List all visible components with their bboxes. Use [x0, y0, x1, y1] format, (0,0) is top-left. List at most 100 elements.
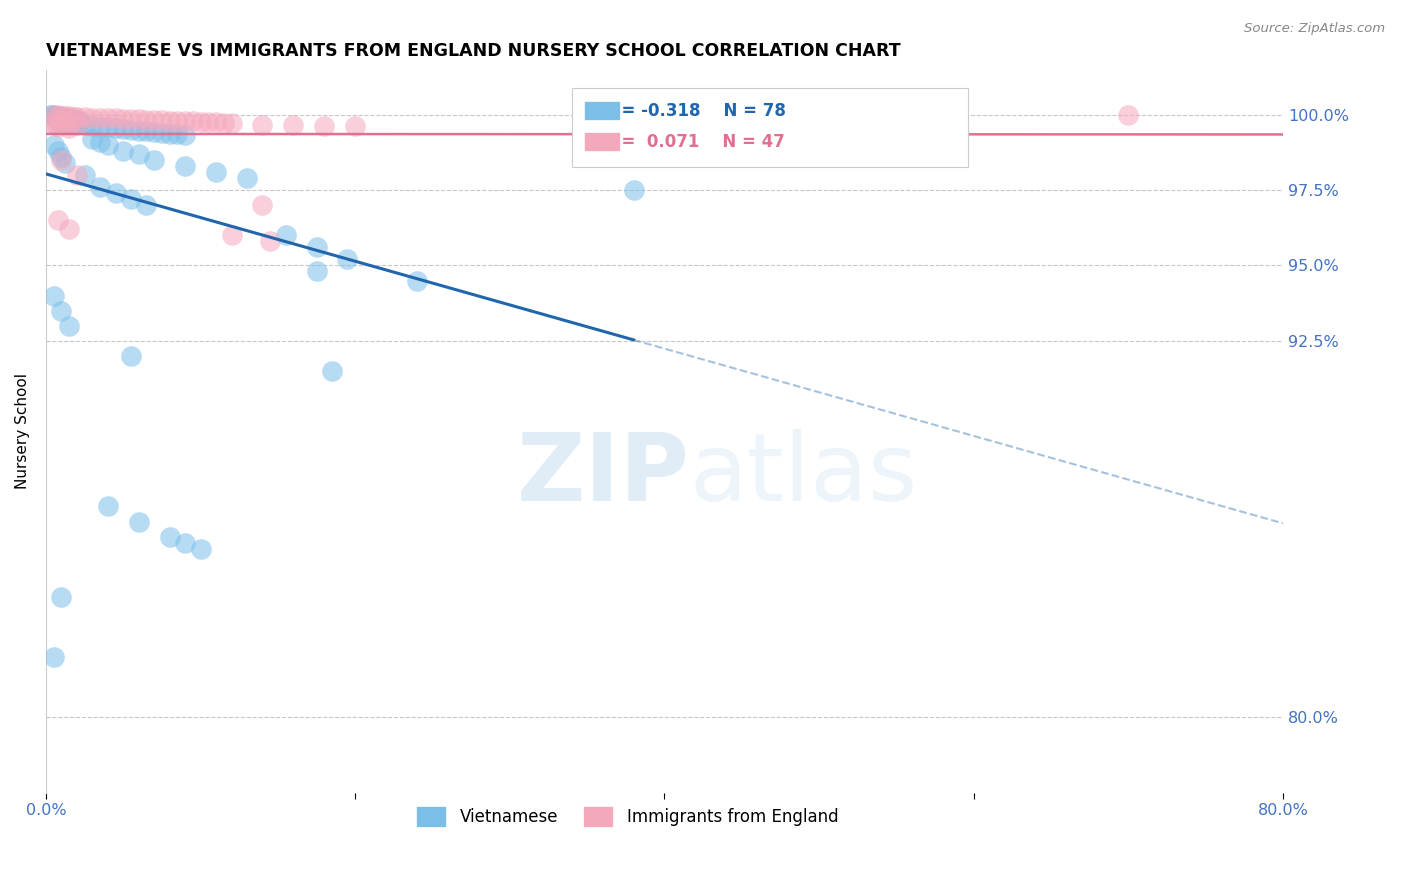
Point [89, 180, 111, 194]
Point [344, 119, 367, 133]
Point [305, 264, 328, 278]
Point [236, 171, 259, 186]
Point [67, 113, 90, 128]
Point [82, 120, 104, 134]
Point [104, 112, 127, 126]
Point [42, 138, 65, 153]
Point [49, 117, 72, 131]
Point [197, 115, 219, 129]
Text: Source: ZipAtlas.com: Source: ZipAtlas.com [1244, 22, 1385, 36]
Point [314, 119, 336, 133]
Point [66, 168, 89, 182]
Point [274, 228, 297, 243]
Point [212, 116, 235, 130]
Point [159, 530, 181, 544]
Point [45, 109, 67, 123]
Point [97, 500, 120, 514]
Point [42, 650, 65, 665]
Point [58, 109, 80, 123]
Point [120, 349, 142, 363]
Point [53, 156, 76, 170]
Point [221, 116, 243, 130]
Point [46, 213, 69, 227]
Point [55, 111, 77, 125]
Point [190, 541, 212, 556]
Point [58, 121, 80, 136]
Point [623, 183, 645, 197]
FancyBboxPatch shape [583, 132, 620, 151]
FancyBboxPatch shape [572, 87, 967, 168]
Point [69, 113, 91, 128]
Point [51, 110, 73, 124]
Point [135, 112, 157, 127]
Point [97, 120, 120, 135]
Point [166, 128, 188, 142]
Text: R = -0.318    N = 78: R = -0.318 N = 78 [603, 102, 786, 120]
Point [66, 113, 89, 128]
Point [1118, 108, 1140, 122]
Point [128, 123, 150, 137]
Point [58, 318, 80, 333]
Point [128, 112, 150, 127]
Point [159, 113, 181, 128]
Y-axis label: Nursery School: Nursery School [15, 373, 30, 489]
Point [112, 144, 135, 158]
Point [259, 235, 281, 249]
Point [58, 112, 80, 126]
Point [46, 144, 69, 158]
Point [46, 120, 69, 134]
Point [42, 109, 65, 123]
Point [42, 288, 65, 302]
Point [42, 108, 65, 122]
Point [58, 116, 80, 130]
Point [66, 118, 89, 132]
Point [58, 118, 80, 132]
Point [59, 112, 82, 126]
Point [252, 198, 274, 212]
Point [49, 110, 72, 124]
Point [39, 116, 62, 130]
FancyBboxPatch shape [583, 101, 620, 120]
Point [51, 109, 73, 123]
Point [66, 118, 89, 132]
Point [174, 535, 197, 549]
Point [58, 222, 80, 236]
Point [174, 128, 197, 143]
Point [283, 119, 305, 133]
Point [321, 364, 343, 378]
Point [120, 123, 142, 137]
Point [44, 109, 66, 123]
Point [336, 252, 359, 267]
Point [128, 147, 150, 161]
Point [44, 117, 66, 131]
Point [97, 138, 120, 153]
Point [51, 303, 73, 318]
Point [65, 112, 87, 127]
Point [41, 108, 63, 122]
Point [128, 515, 150, 529]
Legend: Vietnamese, Immigrants from England: Vietnamese, Immigrants from England [408, 798, 846, 835]
Point [46, 108, 69, 122]
Point [120, 112, 142, 126]
Point [120, 192, 142, 206]
Point [66, 110, 89, 124]
Point [174, 114, 197, 128]
Point [82, 111, 104, 125]
Point [89, 135, 111, 149]
Point [174, 159, 197, 173]
Point [53, 116, 76, 130]
Point [62, 110, 84, 124]
Point [143, 153, 166, 167]
Point [112, 112, 135, 126]
Point [104, 186, 127, 201]
Point [73, 110, 96, 124]
Point [53, 109, 76, 123]
Point [135, 198, 157, 212]
Point [181, 114, 204, 128]
Point [143, 112, 166, 127]
Point [51, 115, 73, 129]
Point [53, 117, 76, 131]
Point [190, 115, 212, 129]
Point [73, 168, 96, 182]
Text: VIETNAMESE VS IMMIGRANTS FROM ENGLAND NURSERY SCHOOL CORRELATION CHART: VIETNAMESE VS IMMIGRANTS FROM ENGLAND NU… [46, 42, 901, 60]
